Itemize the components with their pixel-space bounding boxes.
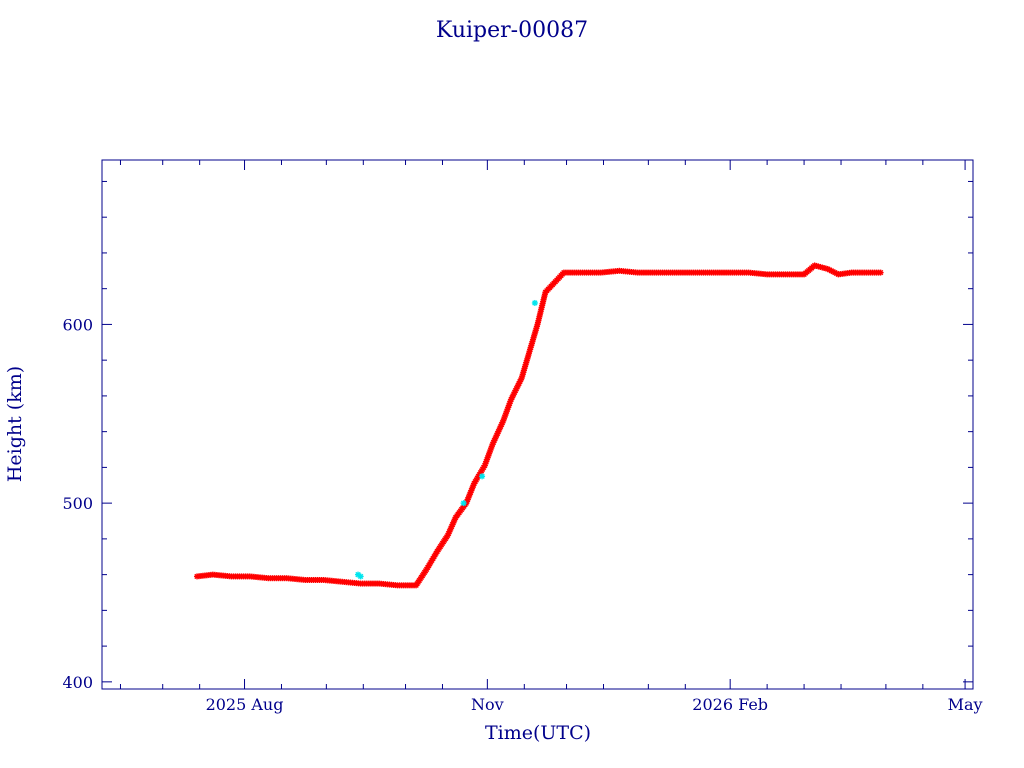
data-point-main (877, 269, 884, 276)
x-tick-label: May (948, 695, 983, 714)
y-tick-label: 500 (62, 494, 93, 513)
x-tick-label: 2026 Feb (692, 695, 768, 714)
x-tick-label: 2025 Aug (206, 695, 284, 714)
y-tick-label: 600 (62, 315, 93, 334)
chart-title: Kuiper-00087 (436, 18, 588, 43)
y-tick-labels: 400 500 600 (62, 315, 93, 691)
data-point-alt (357, 573, 364, 580)
x-tick-labels: 2025 Aug Nov 2026 Feb May (206, 695, 983, 714)
data-point-alt (479, 473, 486, 480)
y-tick-label: 400 (62, 673, 93, 692)
data-series (194, 262, 884, 589)
data-point-alt (531, 299, 538, 306)
axis-ticks (102, 160, 973, 689)
x-tick-label: Nov (471, 695, 504, 714)
x-axis-label: Time(UTC) (485, 722, 591, 744)
data-point-alt (460, 500, 467, 507)
plot-frame (101, 159, 974, 690)
y-axis-label: Height (km) (4, 366, 26, 482)
